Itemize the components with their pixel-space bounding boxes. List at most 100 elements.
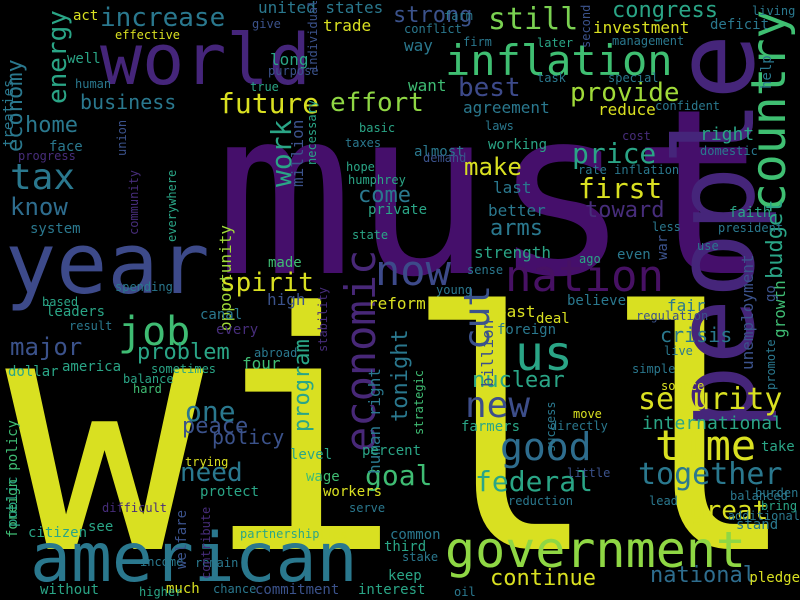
cloud-word: take: [761, 439, 795, 455]
cloud-word: treaties: [1, 79, 17, 147]
cloud-word: system: [30, 221, 81, 237]
cloud-word: source: [661, 379, 705, 393]
cloud-word: tonight: [388, 329, 413, 422]
cloud-word: special: [608, 71, 659, 85]
cloud-word: result: [69, 319, 113, 333]
cloud-word: living: [752, 4, 796, 18]
cloud-word: necessary: [305, 99, 319, 165]
cloud-word: policy: [212, 425, 285, 449]
cloud-word: reform: [368, 294, 426, 313]
cloud-word: duties: [304, 528, 348, 542]
cloud-word: sometimes: [151, 362, 217, 376]
cloud-word: protect: [200, 484, 260, 500]
cloud-word: great: [690, 496, 769, 526]
cloud-word: spending: [115, 280, 173, 294]
cloud-word: past: [497, 302, 536, 321]
cloud-word: tax: [10, 157, 76, 198]
cloud-word: pledge: [749, 570, 800, 586]
cloud-word: without: [40, 582, 100, 598]
cloud-word: problem: [137, 340, 230, 365]
cloud-word: agreement: [463, 98, 550, 117]
cloud-word: sense: [467, 263, 504, 277]
cloud-word: come: [358, 183, 411, 208]
cloud-word: international: [642, 413, 783, 434]
cloud-word: want: [408, 76, 447, 95]
cloud-word: conflict: [404, 22, 462, 36]
cloud-word: made: [268, 255, 302, 271]
cloud-word: level: [290, 447, 333, 463]
cloud-word: common: [390, 527, 441, 543]
cloud-word: directly: [550, 419, 608, 433]
cloud-word: strategic: [412, 369, 426, 435]
cloud-word: provide: [570, 78, 680, 108]
cloud-word: true: [250, 80, 279, 94]
cloud-word: hard: [133, 382, 162, 396]
cloud-word: see: [88, 519, 114, 535]
cloud-word: trade: [323, 16, 372, 35]
cloud-word: year: [5, 215, 210, 314]
cloud-word: give: [252, 17, 281, 31]
cloud-word: canal: [200, 307, 243, 323]
cloud-word: well: [67, 51, 101, 67]
cloud-word: help: [759, 55, 775, 89]
cloud-word: will: [5, 243, 800, 600]
cloud-word: firm: [463, 35, 492, 49]
cloud-word: balanced: [730, 489, 788, 503]
cloud-word: first: [578, 172, 663, 205]
cloud-word: american: [30, 519, 358, 598]
cloud-word: best: [458, 73, 521, 103]
cloud-word: rate inflation: [578, 163, 680, 177]
cloud-word: additional: [727, 509, 800, 523]
cloud-word: stability: [316, 286, 330, 352]
cloud-word: demand: [423, 151, 467, 165]
cloud-word: use: [697, 239, 719, 253]
cloud-word: go: [763, 285, 779, 302]
cloud-word: reduction: [508, 494, 574, 508]
cloud-word: serve: [349, 501, 386, 515]
cloud-word: president: [718, 221, 784, 235]
cloud-word: act: [73, 8, 99, 24]
cloud-word: good: [500, 425, 592, 469]
cloud-word: still: [488, 2, 579, 37]
cloud-word: continue: [490, 566, 596, 591]
cloud-word: us: [515, 326, 573, 382]
cloud-word: less: [652, 220, 681, 234]
cloud-word: lead: [649, 494, 678, 508]
cloud-word: second: [579, 4, 593, 48]
cloud-word: workers: [323, 484, 383, 500]
cloud-word: humphrey: [348, 173, 406, 187]
cloud-word: little: [567, 466, 611, 480]
cloud-word: income: [140, 555, 184, 569]
cloud-word: farmers: [461, 419, 521, 435]
cloud-word: stake: [402, 550, 439, 564]
cloud-word: purpose: [268, 64, 319, 78]
cloud-word: confident: [655, 99, 721, 113]
cloud-word: new: [465, 385, 531, 426]
cloud-word: major: [10, 333, 83, 361]
cloud-word: keep: [388, 568, 422, 584]
cloud-word: citizen: [28, 525, 88, 541]
cloud-word: domestic: [700, 144, 758, 158]
cloud-word: young: [436, 283, 473, 297]
cloud-word: trying: [185, 455, 229, 469]
cloud-word: laws: [485, 119, 514, 133]
cloud-word: success: [544, 401, 558, 452]
cloud-word: reduce: [598, 100, 656, 119]
cloud-word: deficit: [710, 17, 770, 33]
cloud-word: oil: [454, 585, 476, 599]
cloud-word: right: [700, 124, 755, 145]
cloud-word: last: [493, 178, 532, 197]
cloud-word: wage: [306, 469, 340, 485]
cloud-word: effective: [115, 28, 181, 42]
cloud-word: make: [464, 153, 522, 181]
cloud-word: public: [5, 476, 21, 527]
cloud-word: deal: [536, 311, 570, 327]
cloud-word: nuclear: [472, 368, 565, 393]
cloud-word: high: [267, 290, 306, 309]
cloud-word: congress: [612, 0, 718, 23]
cloud-word: live: [664, 344, 693, 358]
cloud-word: unemployment: [738, 254, 757, 370]
cloud-word: welfare: [174, 509, 190, 569]
cloud-word: commitment: [255, 582, 340, 598]
